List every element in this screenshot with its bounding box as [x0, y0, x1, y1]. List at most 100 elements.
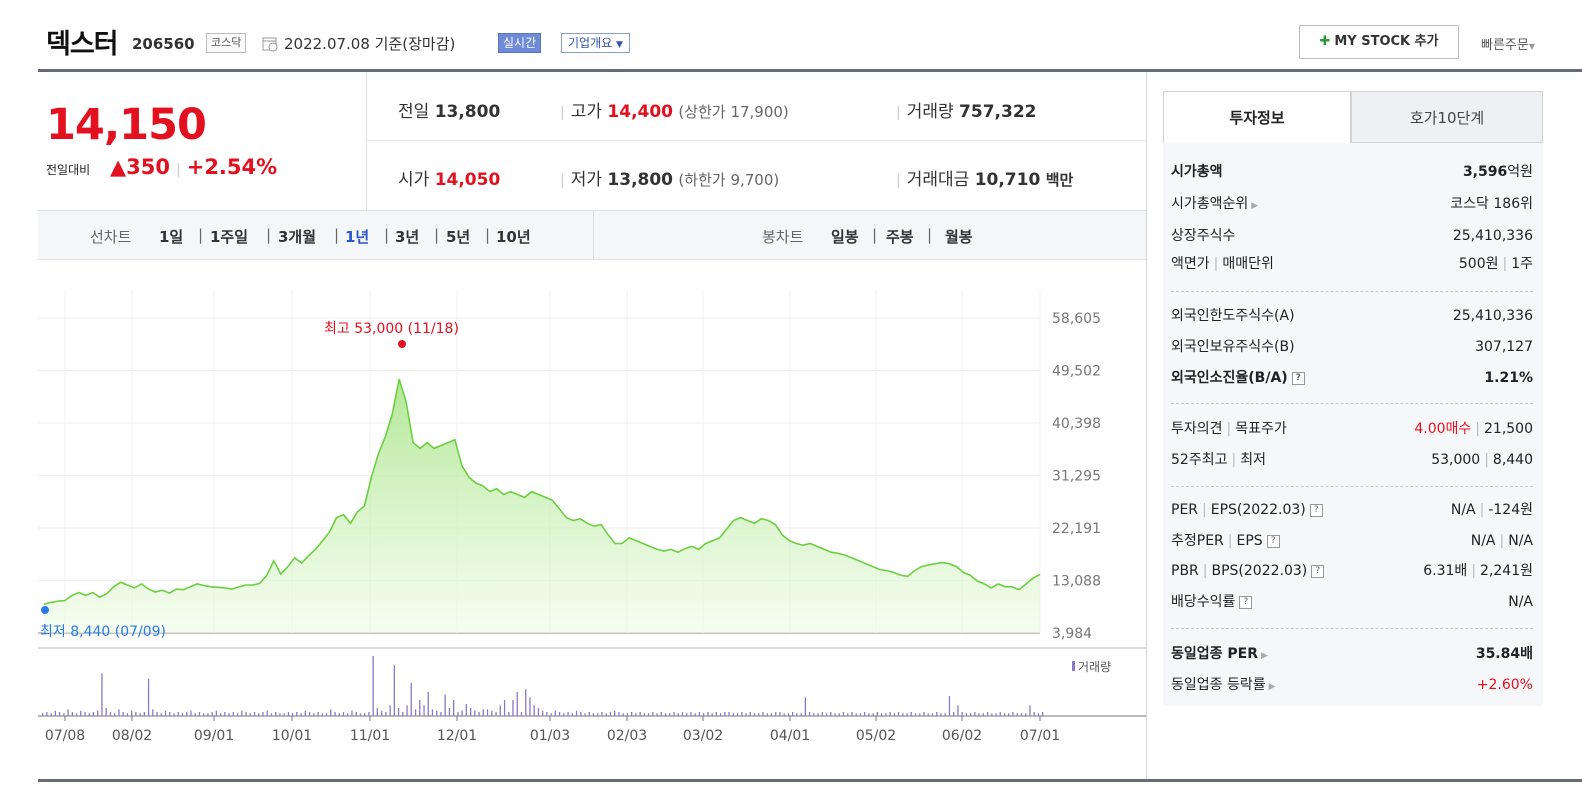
par-label: 액면가	[1171, 256, 1210, 272]
add-mystock-button[interactable]: ✚ MY STOCK 추가	[1299, 25, 1459, 59]
volume-bar	[927, 713, 929, 716]
candle-monthly[interactable]: 월봉	[945, 228, 973, 246]
volume-bar	[1003, 713, 1006, 716]
quote-row-divider	[366, 140, 1146, 141]
volume-bar	[423, 705, 425, 716]
volume-bar	[546, 712, 548, 716]
price-divider	[366, 72, 367, 210]
volume-bar	[402, 712, 404, 716]
volume-bar	[571, 713, 573, 716]
current-price: 14,150	[46, 100, 207, 150]
w52-high-value: 53,000	[1431, 452, 1481, 468]
volume-bar	[605, 713, 607, 716]
volume-bar	[258, 713, 260, 716]
volume-label: 거래량	[906, 102, 954, 122]
volume-bar	[262, 712, 264, 716]
volume-bar	[554, 710, 556, 716]
volume-bar	[914, 713, 917, 716]
price-line	[43, 378, 1041, 605]
volume-bar	[944, 713, 946, 716]
volume-bar	[652, 712, 654, 716]
volume-bar	[1037, 713, 1040, 716]
realtime-button[interactable]: 실시간	[498, 33, 542, 53]
period-3y[interactable]: 3년	[395, 228, 420, 246]
volume-bar	[948, 696, 951, 716]
per-label: PER	[1171, 502, 1199, 518]
volume-bar	[118, 709, 120, 716]
volume-bar	[381, 710, 383, 716]
info-row-foreign-hold: 외국인보유주식수(B) 307,127	[1171, 336, 1533, 358]
y-tick-label: 31,295	[1052, 468, 1101, 484]
volume-bar	[198, 712, 201, 716]
amount-unit: 백만	[1045, 171, 1074, 189]
volume-bar	[677, 713, 679, 716]
volume-bar	[232, 712, 234, 716]
volume-bar	[283, 713, 285, 716]
tab-hoga-10[interactable]: 호가10단계	[1351, 91, 1543, 143]
volume-bar	[444, 694, 446, 716]
par-value: 500원	[1458, 256, 1499, 272]
company-overview-dropdown[interactable]: 기업개요 ▼	[561, 33, 630, 53]
volume-bar	[864, 712, 866, 716]
est-per-value: N/A	[1470, 533, 1496, 549]
volume-bar	[414, 709, 417, 716]
target-value: 21,500	[1484, 421, 1533, 437]
price-chart[interactable]: 58,605 49,502 40,398 31,295 22,191 13,088 3,98…	[38, 290, 1146, 760]
volume-bar	[919, 713, 921, 716]
header-divider	[38, 69, 1582, 72]
volume-bar	[220, 713, 222, 716]
volume-bar	[584, 713, 586, 716]
tab-invest-info[interactable]: 투자정보	[1163, 91, 1351, 143]
est-per-label: 추정PER	[1171, 533, 1224, 549]
volume-bar	[575, 710, 578, 716]
volume-bar	[325, 713, 328, 716]
shares-label: 상장주식수	[1171, 228, 1236, 244]
volume-bar	[266, 710, 268, 716]
candle-daily[interactable]: 일봉	[831, 228, 859, 246]
info-row-rank[interactable]: 시가총액순위 ▶ 코스닥 186위	[1171, 193, 1533, 215]
volume-bar	[169, 712, 171, 716]
volume-bar	[457, 712, 459, 716]
period-3m[interactable]: 3개월	[278, 228, 317, 246]
volume-bar	[186, 712, 188, 716]
volume-bar	[470, 708, 472, 716]
volume-bar	[673, 712, 675, 716]
volume-bar	[876, 712, 878, 716]
period-1w[interactable]: 1주일	[210, 228, 249, 246]
volume-bar	[694, 713, 696, 716]
help-icon[interactable]: ?	[1311, 564, 1325, 578]
volume-bar	[550, 713, 552, 716]
volume-bar	[656, 713, 658, 716]
help-icon[interactable]: ?	[1309, 503, 1323, 517]
help-icon[interactable]: ?	[1239, 595, 1253, 609]
volume-bar	[703, 713, 705, 716]
period-5y[interactable]: 5년	[446, 228, 471, 246]
volume-bar	[427, 692, 429, 716]
quick-order-dropdown[interactable]: 빠른주문▼	[1481, 34, 1535, 53]
sector-change-label: 동일업종 등락률	[1171, 677, 1266, 693]
volume-bar	[855, 713, 857, 716]
help-icon[interactable]: ?	[1291, 371, 1305, 385]
volume-bar	[762, 712, 764, 716]
volume-bar	[825, 713, 828, 716]
period-1d[interactable]: 1일	[159, 228, 184, 246]
help-icon[interactable]: ?	[1266, 534, 1280, 548]
candle-weekly[interactable]: 주봉	[886, 228, 914, 246]
info-row-sector-per[interactable]: 동일업종 PER ▶ 35.84배	[1171, 643, 1533, 665]
volume-bar	[275, 712, 277, 716]
volume-bar	[804, 697, 806, 716]
period-1y[interactable]: 1년	[345, 228, 370, 246]
volume-bar	[228, 713, 230, 716]
volume-bar	[715, 712, 717, 716]
change-label: 전일대비	[46, 163, 91, 177]
volume-bar	[669, 713, 671, 716]
volume-bar	[236, 713, 239, 716]
open-value: 14,050	[434, 170, 501, 190]
volume-bar	[537, 708, 540, 716]
period-10y[interactable]: 10년	[496, 228, 531, 246]
volume-bar	[448, 708, 451, 716]
info-row-sector-change[interactable]: 동일업종 등락률 ▶ +2.60%	[1171, 674, 1533, 696]
bps-value: 2,241원	[1480, 563, 1533, 579]
info-row-dividend: 배당수익률? N/A	[1171, 591, 1533, 613]
volume-bar	[711, 713, 713, 716]
